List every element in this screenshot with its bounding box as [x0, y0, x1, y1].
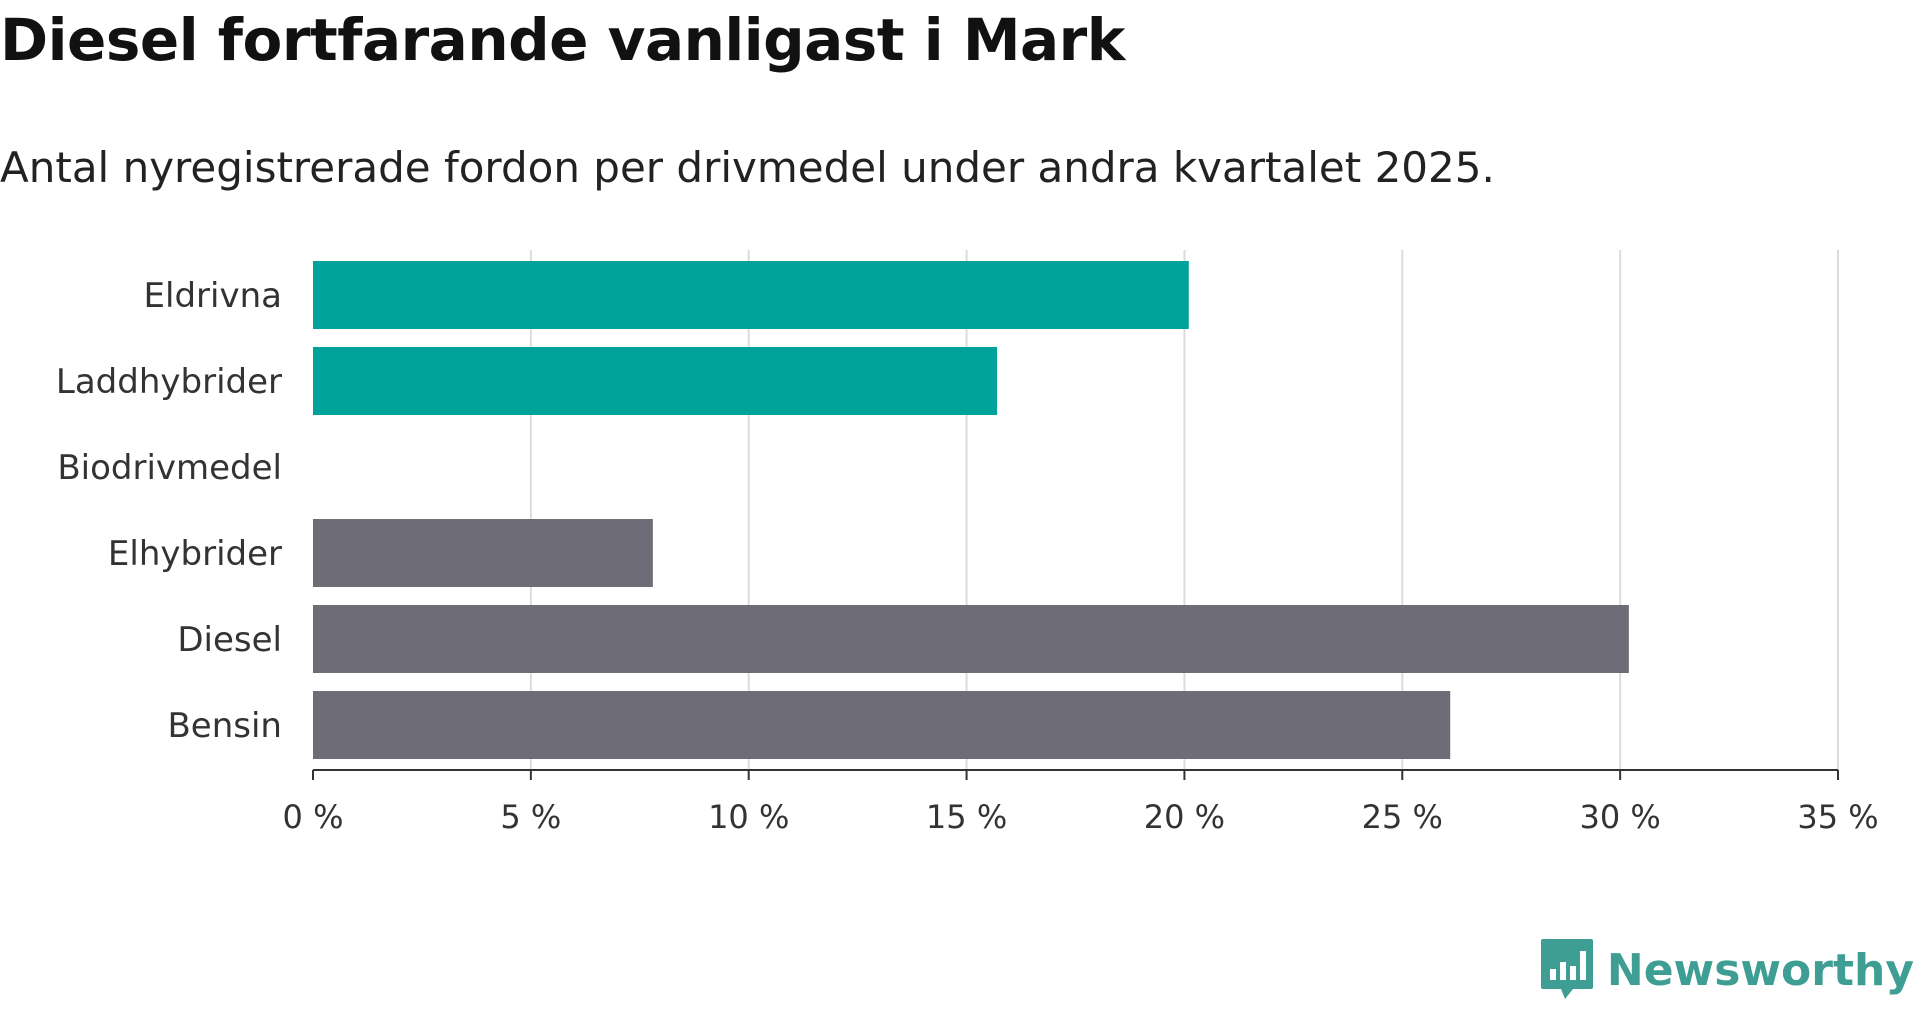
- category-label: Eldrivna: [144, 276, 282, 316]
- gridlines: [529, 250, 1839, 770]
- category-label: Biodrivmedel: [57, 448, 282, 488]
- bar-eldrivna: [313, 261, 1189, 329]
- newsworthy-logo-icon: [1540, 939, 1593, 999]
- bar-bensin: [313, 691, 1451, 759]
- brand: Newsworthy: [1539, 934, 1914, 1006]
- category-label: Diesel: [177, 620, 282, 660]
- x-tick-label: 35 %: [1797, 798, 1878, 836]
- chart-title: Diesel fortfarande vanligast i Mark: [0, 6, 1125, 74]
- x-tick-label: 25 %: [1362, 798, 1443, 836]
- x-tick-label: 30 %: [1579, 798, 1660, 836]
- category-label: Laddhybrider: [56, 362, 282, 402]
- bar-laddhybrider: [313, 347, 998, 415]
- x-tick-label: 15 %: [926, 798, 1007, 836]
- bar-diesel: [313, 605, 1629, 673]
- x-axis: 0 % 5 % 10 % 15 % 20 % 25 % 30 % 35 %: [283, 769, 1879, 836]
- bar-elhybrider: [313, 519, 653, 587]
- category-label: Bensin: [167, 706, 282, 746]
- x-tick-label: 20 %: [1144, 798, 1225, 836]
- category-label: Elhybrider: [108, 534, 282, 574]
- chart-subtitle: Antal nyregistrerade fordon per drivmede…: [0, 143, 1495, 192]
- category-labels: Eldrivna Laddhybrider Biodrivmedel Elhybrid…: [56, 276, 282, 746]
- bars: [313, 261, 1629, 759]
- x-tick-label: 5 %: [500, 798, 561, 836]
- brand-name: Newsworthy: [1606, 944, 1914, 996]
- x-tick-label: 0 %: [283, 798, 344, 836]
- x-tick-label: 10 %: [708, 798, 789, 836]
